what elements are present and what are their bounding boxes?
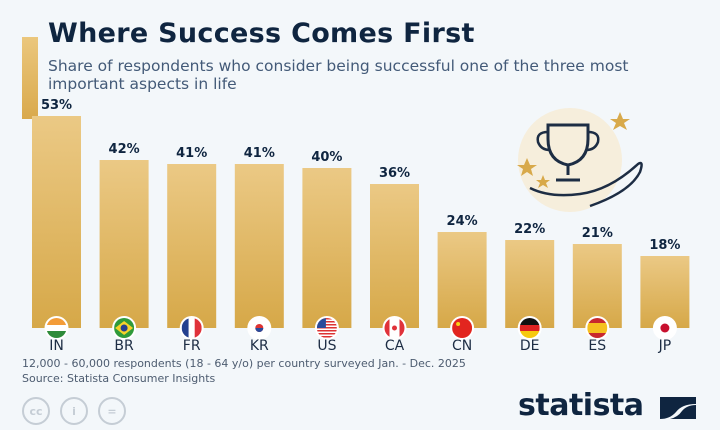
bar-br[interactable] xyxy=(99,160,149,328)
bar-group-ca: 36% CA xyxy=(370,166,419,354)
bar-de[interactable] xyxy=(505,240,555,328)
bar-kr[interactable] xyxy=(234,164,284,328)
flag-in-icon xyxy=(46,318,67,338)
bar-us[interactable] xyxy=(302,168,352,328)
bar-group-es: 21% ES xyxy=(572,226,622,354)
category-label: BR xyxy=(114,338,134,354)
chart-subtitle: Share of respondents who consider being … xyxy=(48,57,629,93)
flag-us-icon xyxy=(316,318,337,338)
category-label: US xyxy=(317,338,336,354)
data-label: 36% xyxy=(379,166,410,181)
bar-chart: 53% IN 42% BR 41% FR 41% KR 40% US 36% CA 24% CN 22% DE… xyxy=(32,98,690,354)
category-label: JP xyxy=(658,338,672,354)
bar-group-in: 53% IN xyxy=(32,98,81,354)
bar-group-kr: 41% KR xyxy=(234,146,284,354)
bar-es[interactable] xyxy=(572,244,622,328)
chart-title: Where Success Comes First xyxy=(48,18,475,49)
flag-cn-icon xyxy=(452,318,473,338)
flag-es-icon xyxy=(587,318,608,338)
no-derivatives-icon[interactable]: = xyxy=(98,397,126,425)
data-label: 22% xyxy=(514,222,545,237)
data-label: 42% xyxy=(109,142,140,157)
data-label: 24% xyxy=(447,214,478,229)
flag-br-icon xyxy=(114,318,135,338)
bar-group-jp: 18% JP xyxy=(640,238,690,354)
category-label: CN xyxy=(452,338,472,354)
category-label: IN xyxy=(49,338,64,354)
category-label: CA xyxy=(385,338,405,354)
category-label: DE xyxy=(520,338,540,354)
data-label: 18% xyxy=(649,238,680,253)
flag-fr-icon xyxy=(181,318,202,338)
category-label: KR xyxy=(250,338,269,354)
flag-kr-icon xyxy=(249,318,270,338)
data-label: 41% xyxy=(244,146,275,161)
data-label: 41% xyxy=(176,146,207,161)
bar-in[interactable] xyxy=(32,116,81,328)
bar-group-cn: 24% CN xyxy=(437,214,487,354)
bar-group-de: 22% DE xyxy=(505,222,555,354)
statista-logo[interactable]: statista xyxy=(518,388,644,423)
source-text: Source: Statista Consumer Insights xyxy=(22,372,216,385)
bar-group-br: 42% BR xyxy=(99,142,149,354)
data-label: 40% xyxy=(311,150,342,165)
title-accent-bar xyxy=(22,37,38,119)
data-label: 21% xyxy=(582,226,613,241)
flag-ca-icon xyxy=(384,318,405,338)
flag-de-icon xyxy=(519,318,540,338)
category-label: FR xyxy=(183,338,201,354)
cc-icon[interactable]: cc xyxy=(22,397,50,425)
bar-cn[interactable] xyxy=(437,232,487,328)
data-label: 53% xyxy=(41,98,72,113)
attribution-icon[interactable]: i xyxy=(60,397,88,425)
flag-jp-icon xyxy=(654,318,675,338)
bar-ca[interactable] xyxy=(370,184,419,328)
bar-group-fr: 41% FR xyxy=(167,146,217,354)
survey-note: 12,000 - 60,000 respondents (18 - 64 y/o… xyxy=(22,357,466,370)
statista-logo-mark-icon xyxy=(660,397,696,419)
bar-group-us: 40% US xyxy=(302,150,352,354)
category-label: ES xyxy=(588,338,606,354)
trophy-illustration xyxy=(517,108,643,212)
license-icons: cc i = xyxy=(22,397,126,425)
bar-fr[interactable] xyxy=(167,164,217,328)
